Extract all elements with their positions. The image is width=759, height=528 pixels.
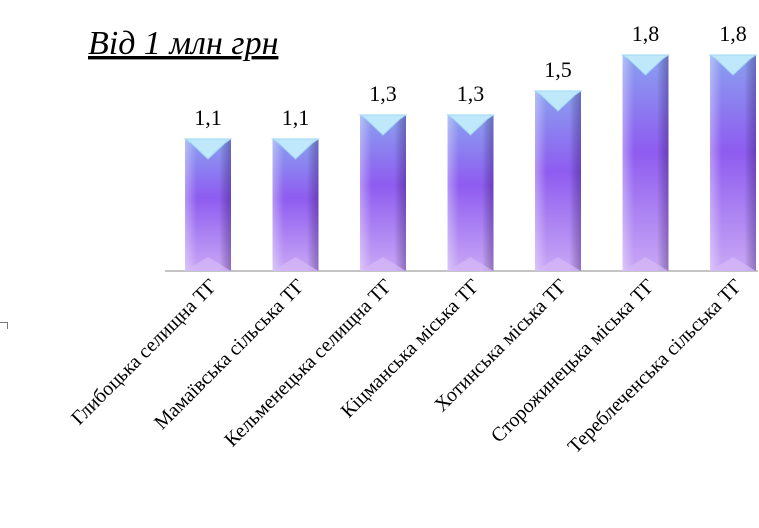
x-tick-label: Тереблеченська сільська ТГ: [564, 275, 747, 458]
x-tick-label: Мамаївська сільська ТГ: [150, 275, 309, 434]
bar-bottom-bevel: [535, 257, 581, 271]
data-label: 1,8: [632, 21, 660, 46]
bar-bottom-bevel: [360, 257, 406, 271]
bar-bottom-bevel: [622, 257, 669, 271]
bar-bottom-bevel: [272, 257, 319, 271]
data-label: 1,1: [194, 105, 222, 130]
corner-mark: [0, 322, 8, 329]
bar-shading: [185, 139, 231, 271]
data-label: 1,3: [457, 81, 485, 106]
bar-top-cap: [708, 54, 758, 76]
bar-top-cap: [445, 114, 496, 136]
bar-bottom-bevel: [447, 257, 494, 271]
bar-shading: [272, 139, 319, 271]
bar-shading: [360, 115, 406, 271]
x-tick-label: Глибоцька селищна ТГ: [67, 275, 221, 429]
data-label: 1,3: [369, 81, 397, 106]
x-tick-label: Кельменецька селищна ТГ: [220, 275, 396, 451]
bar-top-cap: [183, 138, 233, 160]
bar-top-cap: [270, 138, 321, 160]
bar-top-cap: [620, 54, 671, 76]
bar-shading: [535, 91, 581, 271]
bar-bottom-bevel: [185, 257, 231, 271]
x-tick-label: Сторожинецька міська ТГ: [487, 275, 659, 447]
chart-title: Від 1 млн грн: [88, 25, 278, 62]
bar-shading: [622, 55, 669, 271]
data-label: 1,5: [544, 57, 572, 82]
bar-top-cap: [358, 114, 408, 136]
bar-shading: [710, 55, 756, 271]
data-label: 1,8: [719, 21, 747, 46]
bar-bottom-bevel: [710, 257, 756, 271]
bar-top-cap: [533, 90, 583, 112]
bar-shading: [447, 115, 494, 271]
data-label: 1,1: [282, 105, 310, 130]
